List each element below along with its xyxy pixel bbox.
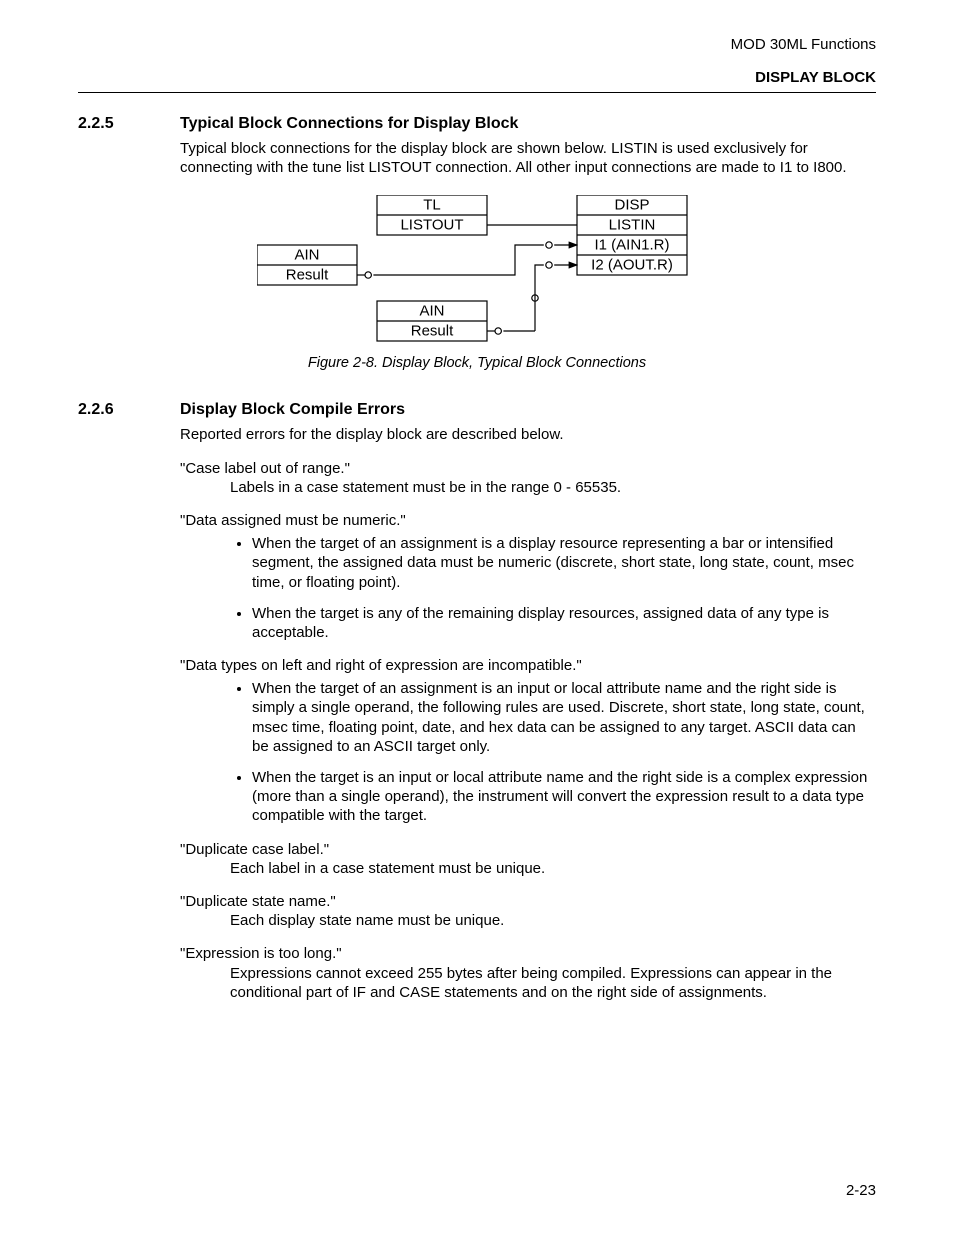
compile-errors-list: "Case label out of range."Labels in a ca…: [180, 459, 876, 1002]
svg-text:I2 (AOUT.R): I2 (AOUT.R): [591, 257, 673, 274]
error-label: "Data types on left and right of express…: [180, 656, 876, 675]
svg-text:LISTIN: LISTIN: [609, 217, 656, 234]
error-description: Each label in a case statement must be u…: [230, 859, 876, 878]
error-bullet: When the target is any of the remaining …: [252, 604, 876, 642]
svg-text:Result: Result: [411, 323, 454, 340]
figure-2-8-diagram: TL LISTOUT AIN Result AIN Result DISP LISTIN I1 …: [78, 195, 876, 347]
error-bullet: When the target of an assignment is a di…: [252, 534, 876, 592]
error-label: "Duplicate case label.": [180, 840, 876, 859]
error-label: "Expression is too long.": [180, 944, 876, 963]
header-doc-title: MOD 30ML Functions: [78, 36, 876, 53]
svg-text:AIN: AIN: [294, 247, 319, 264]
page-number: 2-23: [846, 1182, 876, 1199]
error-description: Labels in a case statement must be in th…: [230, 478, 876, 497]
svg-text:AIN: AIN: [419, 303, 444, 320]
error-bullet: When the target of an assignment is an i…: [252, 679, 876, 756]
section-title: Display Block Compile Errors: [180, 401, 405, 419]
section-2-2-6-intro: Reported errors for the display block ar…: [180, 425, 876, 444]
error-label: "Duplicate state name.": [180, 892, 876, 911]
error-label: "Case label out of range.": [180, 459, 876, 478]
section-2-2-6-heading: 2.2.6 Display Block Compile Errors: [78, 401, 876, 419]
section-2-2-5-intro: Typical block connections for the displa…: [180, 139, 876, 177]
error-label: "Data assigned must be numeric.": [180, 511, 876, 530]
error-bullets: When the target of an assignment is an i…: [180, 679, 876, 825]
svg-text:DISP: DISP: [614, 197, 649, 214]
error-description: Expressions cannot exceed 255 bytes afte…: [230, 964, 876, 1002]
section-number: 2.2.5: [78, 115, 180, 133]
section-title: Typical Block Connections for Display Bl…: [180, 115, 518, 133]
figure-caption: Figure 2-8. Display Block, Typical Block…: [78, 355, 876, 371]
page: MOD 30ML Functions DISPLAY BLOCK 2.2.5 T…: [0, 0, 954, 1235]
error-description: Each display state name must be unique.: [230, 911, 876, 930]
error-bullets: When the target of an assignment is a di…: [180, 534, 876, 642]
section-number: 2.2.6: [78, 401, 180, 419]
error-bullet: When the target is an input or local att…: [252, 768, 876, 826]
header-section-label: DISPLAY BLOCK: [78, 69, 876, 86]
svg-text:Result: Result: [286, 267, 329, 284]
svg-text:LISTOUT: LISTOUT: [400, 217, 463, 234]
header-rule: [78, 92, 876, 93]
block-diagram-svg: TL LISTOUT AIN Result AIN Result DISP LISTIN I1 …: [257, 195, 697, 347]
section-2-2-5-heading: 2.2.5 Typical Block Connections for Disp…: [78, 115, 876, 133]
svg-text:TL: TL: [423, 197, 441, 214]
svg-text:I1 (AIN1.R): I1 (AIN1.R): [594, 237, 669, 254]
